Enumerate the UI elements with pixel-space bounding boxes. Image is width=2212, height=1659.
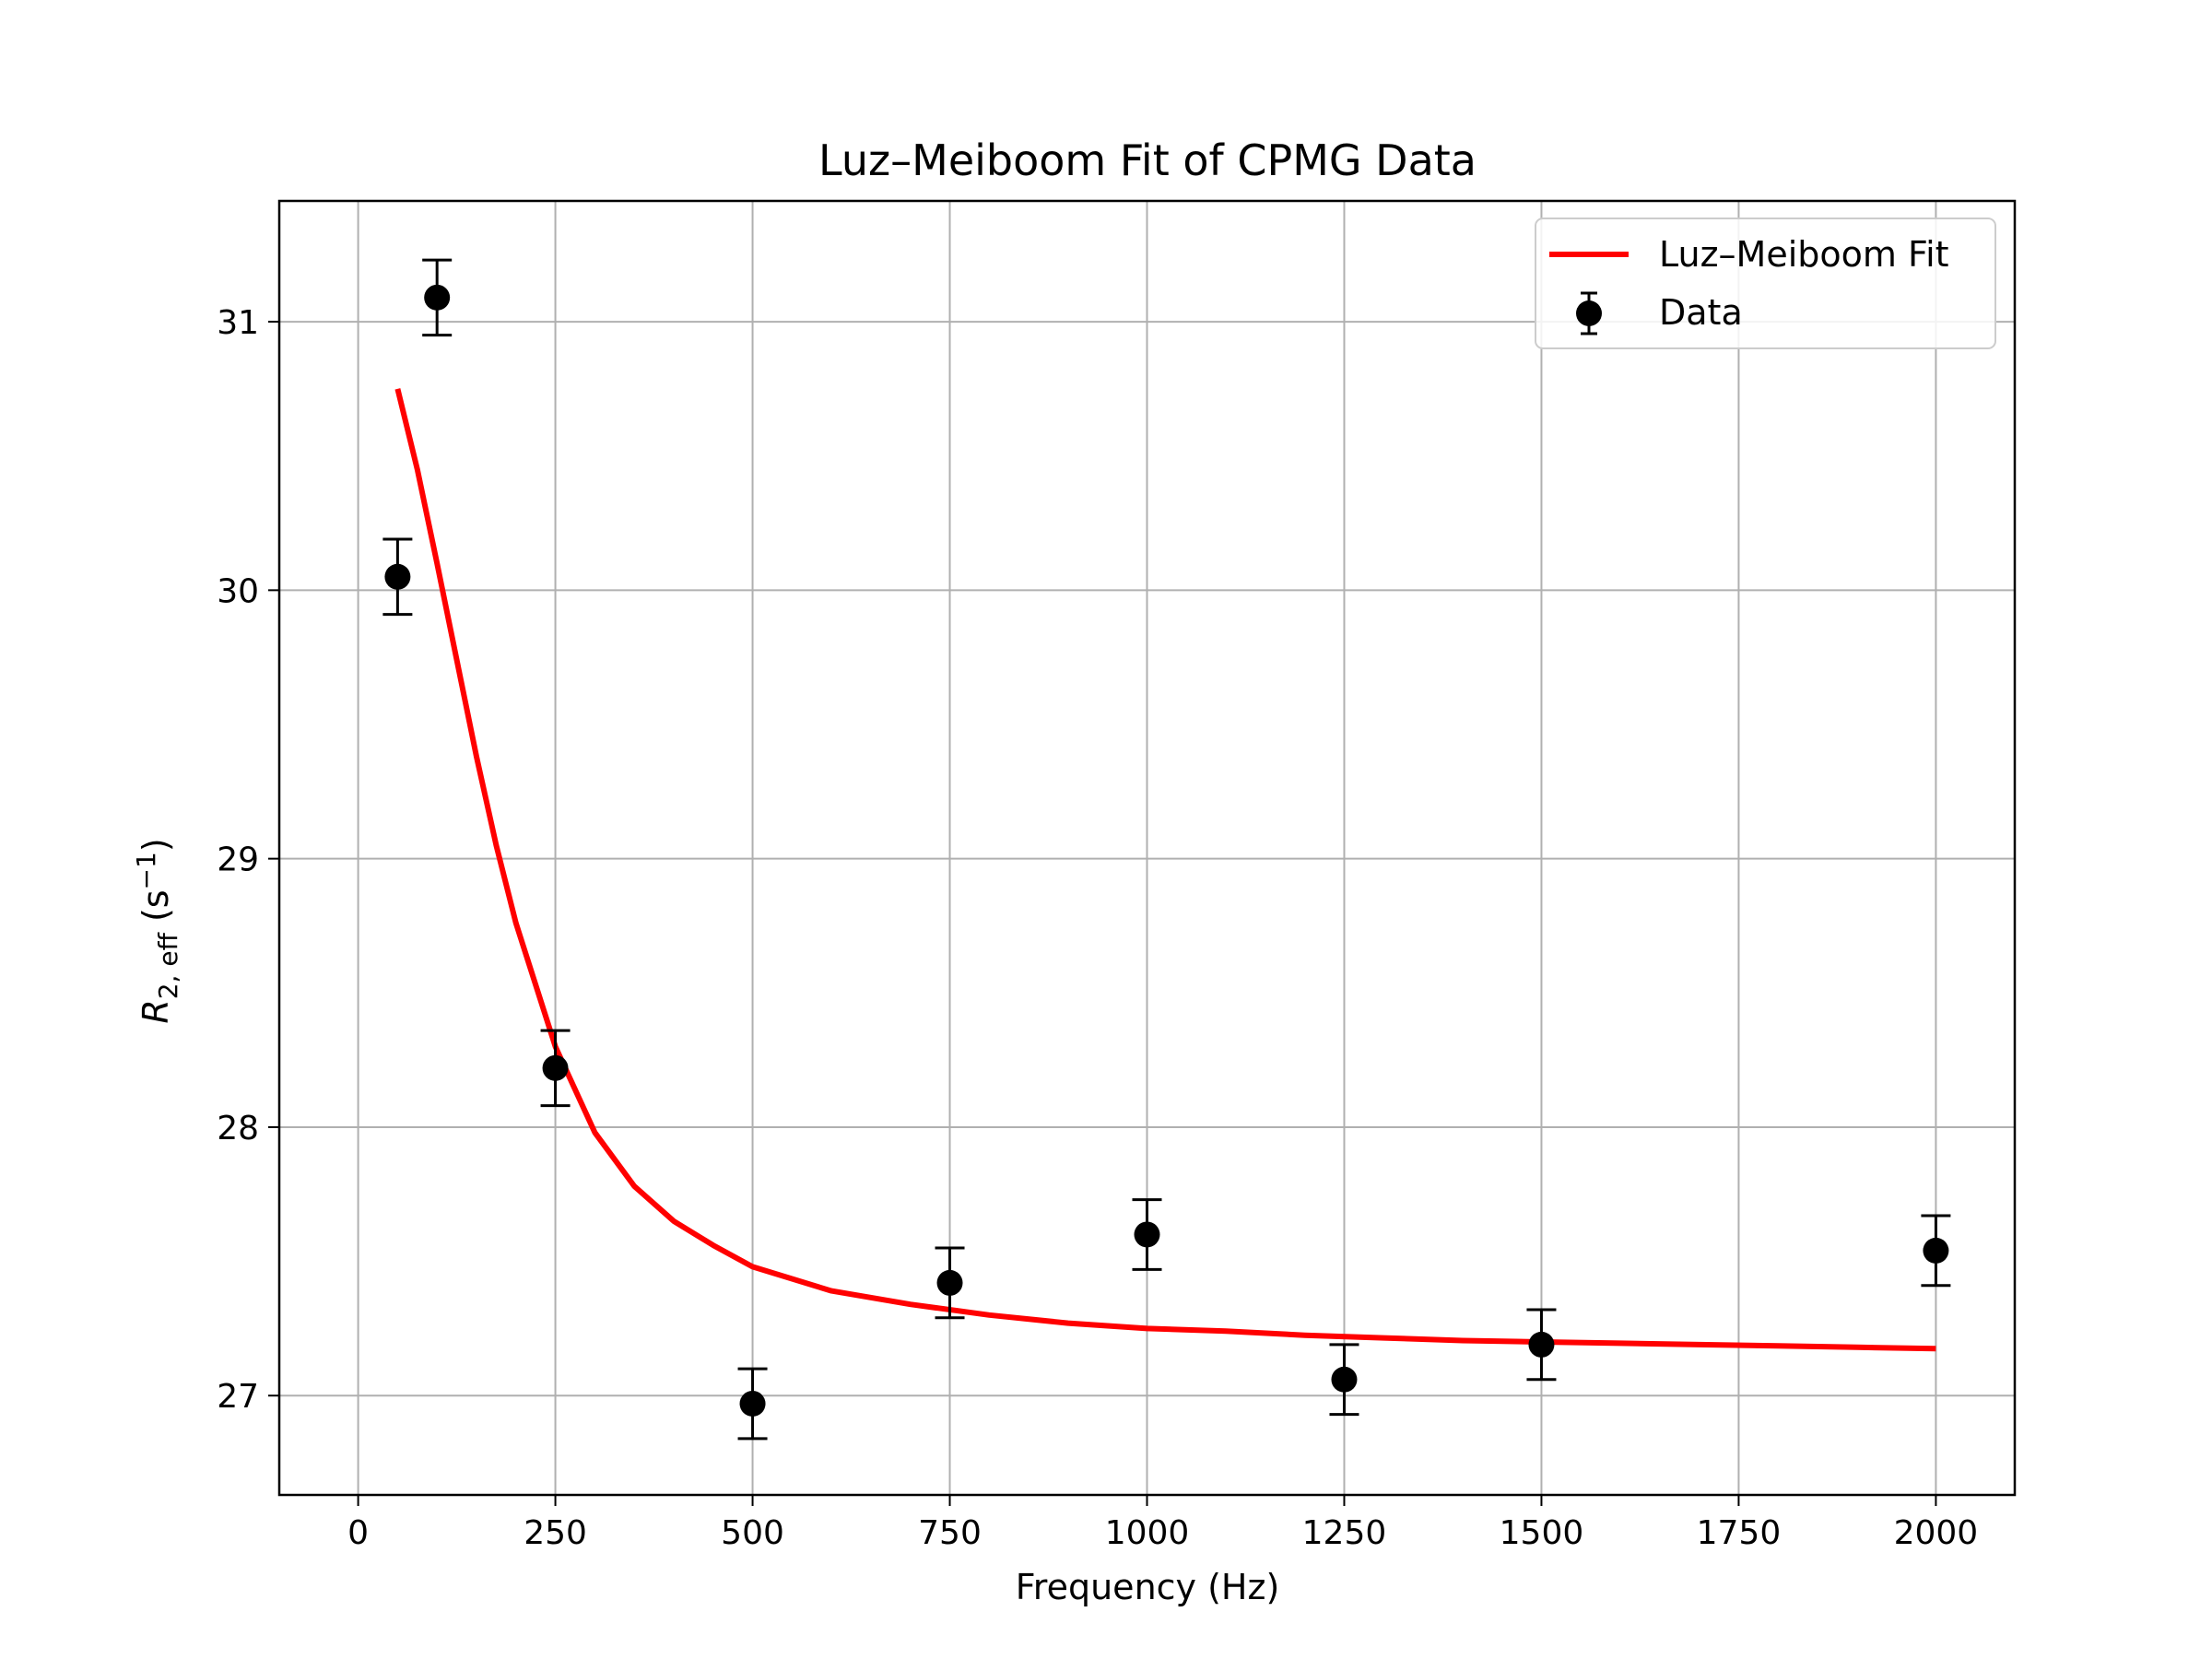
- x-tick-label: 1500: [1500, 1514, 1584, 1552]
- data-points-layer: [382, 258, 1951, 1441]
- y-axis-ticks: 27 28 29 30 31: [217, 304, 279, 1416]
- data-marker: [424, 284, 451, 311]
- data-marker: [542, 1054, 569, 1081]
- y-tick-label: 28: [217, 1110, 259, 1147]
- x-axis-ticks: 0 250 500 750 1000 1250 1500 1750 2000: [347, 1495, 1978, 1552]
- y-axis-label-unit-sup: −1: [131, 852, 161, 889]
- x-tick-label: 750: [918, 1514, 982, 1552]
- data-point: [1526, 1308, 1557, 1382]
- y-axis-label-unit-close: ): [135, 838, 176, 852]
- legend-box: [1535, 218, 1996, 349]
- data-marker: [1331, 1366, 1358, 1393]
- data-point: [1329, 1343, 1359, 1417]
- data-marker: [739, 1390, 766, 1417]
- y-tick-label: 27: [217, 1378, 259, 1416]
- x-tick-label: 500: [721, 1514, 784, 1552]
- fit-curve: [394, 388, 1936, 1352]
- y-tick-label: 29: [217, 841, 259, 879]
- data-point: [1921, 1214, 1951, 1288]
- y-axis-label-unit-open: (s: [135, 889, 176, 933]
- fit-curve-layer: [394, 388, 1936, 1352]
- data-marker: [1134, 1221, 1160, 1248]
- x-tick-label: 2000: [1894, 1514, 1979, 1552]
- x-tick-label: 0: [347, 1514, 369, 1552]
- x-tick-label: 1750: [1697, 1514, 1782, 1552]
- data-marker: [1528, 1331, 1555, 1358]
- y-axis-label-subscript: 2, eff: [153, 932, 183, 999]
- data-point: [1132, 1198, 1162, 1271]
- data-marker: [936, 1269, 963, 1296]
- data-point: [540, 1029, 571, 1108]
- data-point: [935, 1246, 965, 1320]
- data-marker: [1923, 1237, 1949, 1264]
- x-tick-label: 1250: [1302, 1514, 1387, 1552]
- data-point: [737, 1367, 768, 1441]
- y-axis-label: R2, eff (s−1): [131, 838, 183, 1023]
- data-point: [422, 258, 453, 337]
- legend-data-swatch: [1576, 291, 1602, 335]
- y-tick-label: 31: [217, 304, 259, 342]
- chart-title: Luz–Meiboom Fit of CPMG Data: [818, 135, 1477, 185]
- data-point: [382, 537, 413, 617]
- data-marker: [384, 563, 411, 590]
- legend-label-data: Data: [1659, 292, 1743, 333]
- x-tick-label: 250: [524, 1514, 587, 1552]
- x-axis-label: Frequency (Hz): [1016, 1567, 1280, 1607]
- legend: Luz–Meiboom Fit Data: [1535, 218, 1996, 349]
- x-tick-label: 1000: [1105, 1514, 1190, 1552]
- grid: [279, 201, 2015, 1495]
- legend-label-fit: Luz–Meiboom Fit: [1659, 234, 1949, 275]
- y-tick-label: 30: [217, 572, 259, 610]
- plot-frame: [277, 199, 2017, 1497]
- y-axis-label-symbol: R: [135, 999, 176, 1023]
